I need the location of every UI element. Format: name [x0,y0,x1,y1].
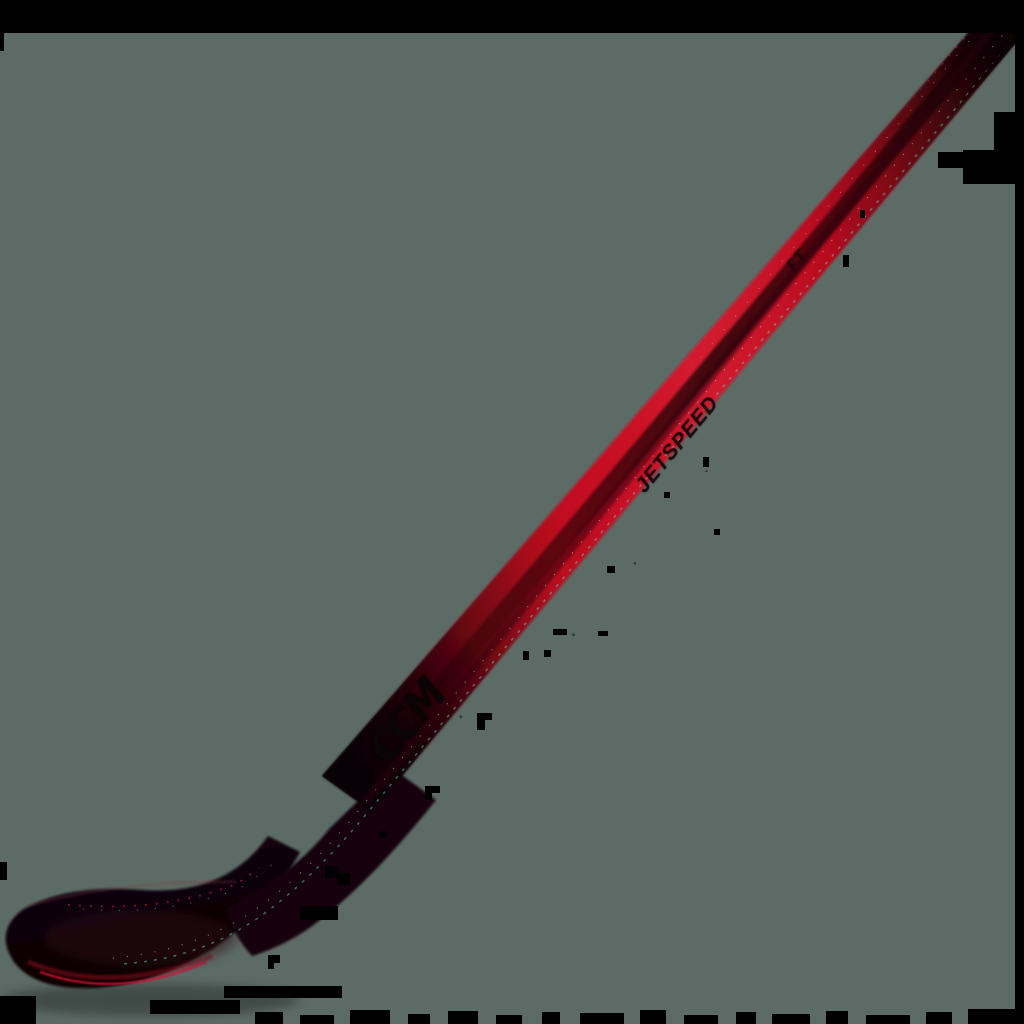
artifact-speck [664,492,670,498]
artifact-speck [268,955,280,963]
artifact-speck [523,651,529,660]
artifact-speck [0,33,4,51]
artifact-speck [598,631,608,636]
artifact-speck [938,152,964,168]
artifact-speck [379,831,386,838]
artifact-speck [714,529,720,535]
artifact-speck [478,713,492,720]
artifact-speck [553,629,567,635]
artifact-speck [477,713,485,730]
artifact-speck [268,955,274,969]
corner-black-block [998,0,1024,14]
artifact-speck [0,862,7,880]
artifact-speck [607,566,615,573]
right-black-band [1015,33,1024,1024]
artifact-speck [150,1000,240,1014]
stick-shaft [322,0,1024,812]
artifact-speck [843,255,849,267]
top-black-band [0,0,1024,33]
artifact-speck [300,906,338,920]
artifact-speck [860,210,865,218]
bottom-noise-row [0,998,1024,1024]
artifact-speck [425,786,432,800]
artifact-speck [0,996,36,1024]
artifact-speck [425,786,440,793]
artifact-speck [325,866,338,878]
artifact-speck [544,650,551,657]
artifact-speck [963,150,1024,184]
artifact-speck [224,986,342,998]
artifact-speck [703,457,709,467]
stick-blade [5,836,301,989]
artifact-speck [337,873,350,885]
stick-heel [226,768,436,956]
